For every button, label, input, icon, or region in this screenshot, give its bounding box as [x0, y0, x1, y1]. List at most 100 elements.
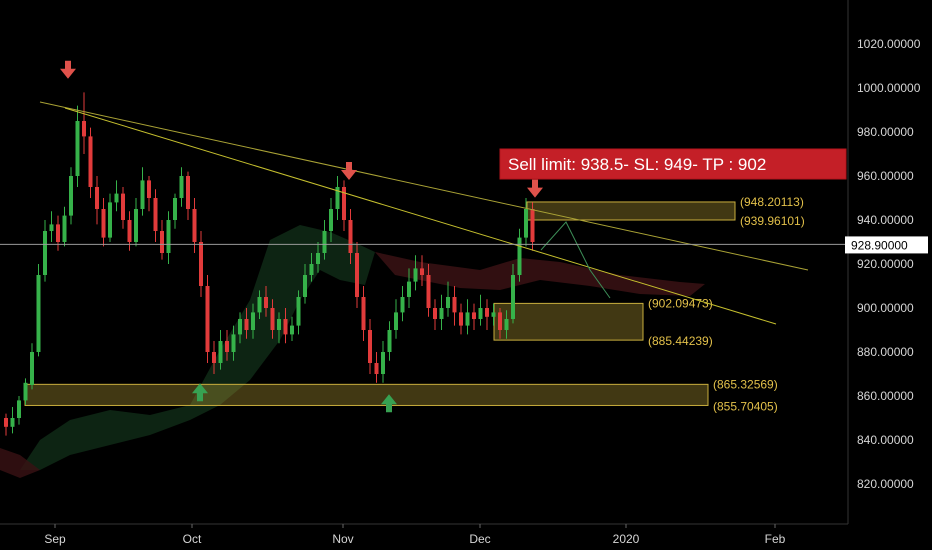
candle-body — [335, 187, 340, 209]
candle-body — [95, 187, 99, 209]
y-tick-label: 880.00000 — [857, 345, 914, 359]
candle-body — [231, 334, 236, 352]
candle-body — [316, 253, 320, 264]
candle-body — [140, 180, 145, 209]
y-tick-label: 960.00000 — [857, 169, 914, 183]
y-tick-label: 1020.00000 — [857, 37, 921, 51]
candle-body — [134, 209, 138, 242]
candle-body — [517, 237, 522, 275]
zone-bottom-label: (855.70405) — [713, 399, 778, 413]
candle-body — [381, 352, 385, 374]
candle-body — [88, 136, 93, 187]
candle-body — [433, 308, 437, 319]
candle-body — [218, 341, 223, 363]
candle-body — [225, 341, 229, 352]
candle-body — [179, 176, 184, 198]
candle-body — [4, 418, 8, 427]
candle-body — [465, 312, 470, 326]
annotation-box — [499, 148, 847, 180]
candle-body — [147, 180, 151, 198]
candle-body — [10, 418, 15, 427]
candle-body — [407, 281, 411, 297]
candle-body — [121, 193, 125, 220]
candle-body — [238, 319, 242, 335]
price-zone — [526, 201, 736, 221]
candle-body — [348, 220, 353, 253]
zone-top-label: (948.20113) — [740, 195, 804, 209]
candle-body — [459, 312, 463, 326]
candle-body — [192, 209, 197, 242]
candle-body — [374, 363, 379, 374]
sell-arrow-icon — [341, 162, 357, 180]
x-tick-label: 2020 — [613, 532, 640, 546]
zone-top-label: (865.32569) — [713, 377, 778, 391]
candle-body — [153, 198, 158, 231]
candle-body — [173, 198, 177, 220]
candle-body — [368, 330, 372, 363]
x-tick-label: Sep — [44, 532, 66, 546]
y-tick-label: 820.00000 — [857, 477, 914, 491]
candle-body — [426, 275, 431, 308]
y-tick-label: 940.00000 — [857, 213, 914, 227]
candle-body — [36, 275, 41, 352]
candle-body — [75, 121, 80, 176]
cloud-bullish — [20, 225, 375, 470]
sell-arrow-icon — [527, 179, 543, 198]
candle-body — [296, 297, 301, 326]
trendline-upper — [39, 101, 809, 271]
candle-body — [322, 231, 327, 253]
candle-body — [439, 308, 444, 319]
candle-body — [511, 275, 515, 319]
candle-body — [394, 312, 398, 330]
x-tick-label: Oct — [183, 532, 202, 546]
zone-top-label: (902.09473) — [648, 296, 713, 310]
candle-body — [342, 187, 346, 220]
candle-body — [62, 215, 67, 242]
candle-body — [257, 297, 262, 313]
candle-body — [49, 224, 54, 231]
candle-body — [491, 312, 496, 317]
zone-bottom-label: (939.96101) — [740, 214, 805, 228]
candle-body — [530, 209, 535, 242]
candle-body — [56, 224, 60, 242]
candle-body — [108, 202, 112, 238]
candle-body — [361, 297, 366, 330]
candle-body — [309, 264, 314, 275]
candle-body — [283, 319, 288, 335]
sell-arrow-icon — [60, 60, 76, 79]
y-tick-label: 840.00000 — [857, 433, 914, 447]
current-price-tag — [845, 236, 928, 254]
candle-body — [277, 319, 281, 330]
candle-body — [329, 209, 333, 231]
y-tick-label: 1000.00000 — [857, 81, 921, 95]
candle-body — [199, 242, 203, 286]
candle-body — [504, 319, 509, 330]
candle-body — [160, 231, 164, 253]
projection-path — [540, 221, 611, 299]
candle-body — [387, 330, 392, 352]
candle-body — [485, 308, 489, 317]
x-tick-label: Nov — [332, 532, 353, 546]
buy-arrow-icon — [192, 383, 208, 402]
candle-body — [478, 308, 483, 319]
candle-body — [23, 382, 28, 401]
candle-body — [127, 220, 132, 242]
price-zone — [493, 302, 644, 341]
candle-body — [43, 231, 47, 275]
candle-body — [69, 176, 73, 216]
candle-body — [212, 352, 216, 363]
y-tick-label: 980.00000 — [857, 125, 914, 139]
candle-body — [270, 308, 275, 330]
candle-body — [303, 275, 307, 297]
candle-body — [472, 312, 476, 319]
candle-body — [355, 253, 359, 297]
price-zone — [24, 383, 709, 406]
y-tick-label: 900.00000 — [857, 301, 914, 315]
y-tick-label: 920.00000 — [857, 257, 914, 271]
candle-body — [251, 312, 255, 330]
trendline-lower — [64, 107, 777, 325]
x-tick-label: Dec — [469, 532, 490, 546]
zone-bottom-label: (885.44239) — [648, 334, 713, 348]
cloud-bearish — [0, 448, 40, 478]
